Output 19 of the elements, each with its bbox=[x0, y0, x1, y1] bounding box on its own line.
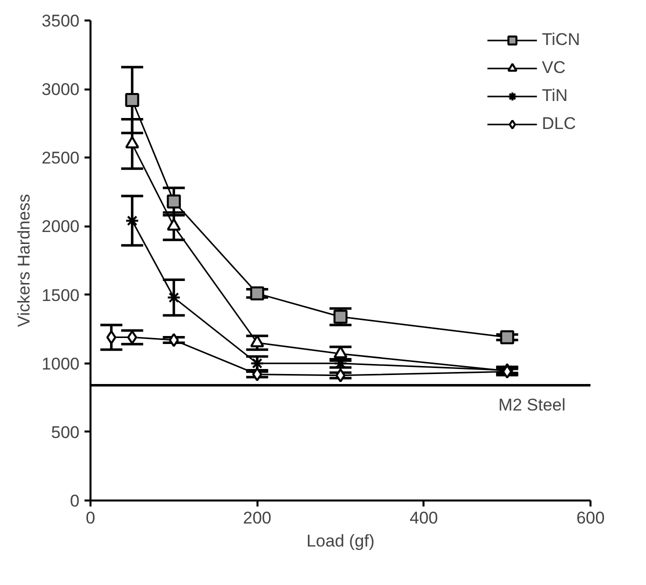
x-tick-label: 0 bbox=[86, 508, 96, 528]
y-tick-label: 0 bbox=[70, 492, 80, 510]
x-tick-label: 200 bbox=[242, 508, 272, 528]
x-tick-label: 400 bbox=[410, 508, 438, 528]
legend-label: TiN bbox=[542, 86, 568, 106]
y-tick-label: 2500 bbox=[42, 148, 80, 168]
x-tick-label: 600 bbox=[576, 508, 605, 528]
legend-label: DLC bbox=[542, 114, 576, 134]
y-tick-label: 3000 bbox=[42, 80, 80, 100]
ref-line-label: M2 Steel bbox=[498, 395, 566, 414]
y-tick-label: 2000 bbox=[42, 217, 80, 236]
legend-label: TiCN bbox=[542, 30, 580, 50]
y-axis-title: Vickers Hardness bbox=[14, 194, 34, 327]
y-tick-label: 1500 bbox=[42, 286, 80, 305]
y-tick-label: 500 bbox=[51, 422, 80, 442]
legend-label: VC bbox=[542, 58, 566, 78]
x-axis-title: Load (gf) bbox=[306, 532, 375, 550]
y-tick-label: 3500 bbox=[42, 12, 80, 30]
y-tick-label: 1000 bbox=[42, 354, 80, 374]
